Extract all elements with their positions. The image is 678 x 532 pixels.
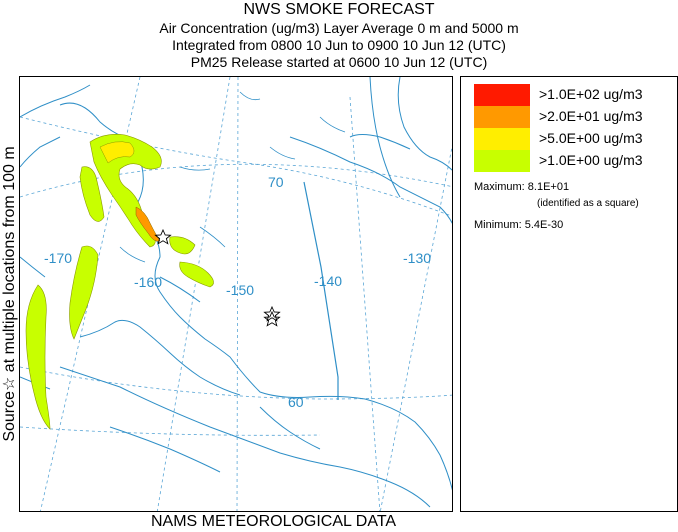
legend-swatch [474,84,530,106]
minimum-value: Minimum: 5.4E-30 [474,219,564,231]
source-markers [154,228,281,327]
forecast-subtitle-period: Integrated from 0800 10 Jun to 0900 10 J… [172,37,506,53]
legend-swatch [474,106,530,128]
lat-label-70: 70 [268,174,284,190]
forecast-subtitle-release: PM25 Release started at 0600 10 Jun 12 (… [190,54,488,70]
legend-swatch [474,128,530,150]
smoke-map: -170 -160 -150 -140 -130 70 60 [19,76,453,512]
lon-label-160: -160 [134,274,162,290]
legend-swatch [474,150,530,172]
map-canvas: -170 -160 -150 -140 -130 70 60 [20,77,452,511]
maximum-note: (identified as a square) [537,198,639,209]
maximum-value: Maximum: 8.1E+01 [474,181,570,193]
source-side-label-box: Source☆ at multiple locations from 100 m [0,75,18,513]
plume-east-2 [179,261,214,288]
legend-item: >1.0E+00 ug/m3 [474,150,664,172]
source-star-icon [263,305,281,322]
concentration-legend: >1.0E+02 ug/m3 >2.0E+01 ug/m3 >5.0E+00 u… [460,76,678,512]
lat-label-60: 60 [288,394,304,410]
legend-label: >2.0E+01 ug/m3 [539,108,643,124]
forecast-title: NWS SMOKE FORECAST [243,1,435,18]
legend-item: >5.0E+00 ug/m3 [474,128,664,150]
rivers [119,91,346,263]
lon-label-170: -170 [44,250,72,266]
lon-label-150: -150 [226,282,254,298]
lon-label-130: -130 [403,250,431,266]
legend-label: >1.0E+00 ug/m3 [539,152,643,168]
legend-label: >5.0E+00 ug/m3 [539,130,643,146]
smoke-plumes [25,134,214,430]
plume-north-core [99,141,135,164]
border-line [303,181,339,400]
legend-label: >1.0E+02 ug/m3 [539,86,643,102]
legend-item: >2.0E+01 ug/m3 [474,106,664,128]
footer-label: NAMS METEOROLOGICAL DATA [151,513,397,530]
legend-item: >1.0E+02 ug/m3 [474,84,664,106]
plume-source-core [135,206,161,242]
source-side-label: Source☆ at multiple locations from 100 m [1,146,18,442]
plume-west-small [79,166,105,222]
plume-far-west [25,284,51,430]
source-star-icon [154,228,172,245]
plume-east-1 [169,236,196,255]
forecast-subtitle-layer: Air Concentration (ug/m3) Layer Average … [159,20,519,36]
lon-label-140: -140 [314,273,342,289]
source-star-icon [263,310,281,327]
plume-southwest [69,245,99,340]
